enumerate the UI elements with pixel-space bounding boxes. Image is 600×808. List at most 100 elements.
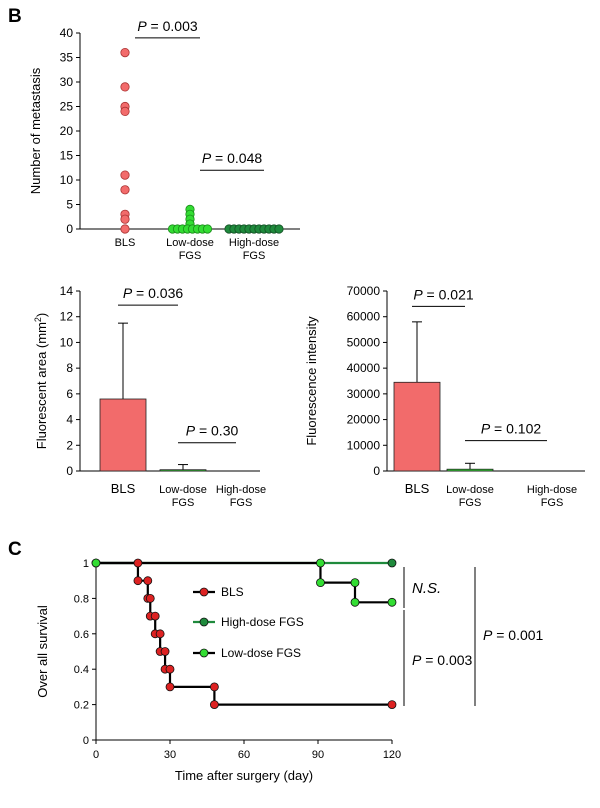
event-marker xyxy=(316,578,325,588)
x-tick-label: High-dose xyxy=(229,237,279,249)
p-value-label: P = 0.102 xyxy=(481,421,542,437)
event-marker xyxy=(165,682,175,692)
x-tick-label: 90 xyxy=(312,749,324,761)
p001-label: P = 0.001 xyxy=(483,627,544,643)
y-axis-label-text: Fluorescent area (mm xyxy=(34,322,49,449)
y-tick-label: 70000 xyxy=(347,284,381,298)
y-tick-label: 4 xyxy=(66,413,73,427)
bar xyxy=(446,468,494,472)
y-tick-label: 35 xyxy=(60,51,74,65)
fluorescence-intensity-bar-chart: 0 10000 20000 30000 40000 50000 60000 70000 BLS L… xyxy=(304,284,585,509)
p-value-label: P = 0.30 xyxy=(186,423,239,439)
panel-label-b: B xyxy=(8,6,22,27)
y-tick-label: 8 xyxy=(66,361,73,375)
event-marker xyxy=(133,576,143,586)
data-point xyxy=(120,224,130,234)
data-point xyxy=(120,214,130,224)
data-point xyxy=(120,185,130,195)
x-tick-label: FGS xyxy=(243,250,266,262)
data-point xyxy=(120,170,130,180)
bar xyxy=(393,381,441,472)
x-tick-label: 0 xyxy=(93,749,99,761)
data-point xyxy=(202,224,213,234)
p-value-label: P = 0.048 xyxy=(202,150,263,166)
y-tick-label: 1 xyxy=(83,558,89,570)
series-line-low-dose xyxy=(96,561,392,604)
y-axis-label-superscript: 2 xyxy=(33,317,43,322)
x-tick-label: FGS xyxy=(541,497,564,509)
p-value-label: P = 0.036 xyxy=(123,285,184,301)
x-tick-label: BLS xyxy=(111,481,136,496)
y-tick-label: 14 xyxy=(60,284,74,298)
y-tick-label: 10000 xyxy=(347,438,381,452)
event-marker xyxy=(143,576,153,586)
event-marker xyxy=(387,597,397,607)
data-point xyxy=(274,224,284,234)
event-marker xyxy=(145,594,155,603)
x-tick-label: FGS xyxy=(459,497,482,509)
x-tick-label: FGS xyxy=(179,250,202,262)
y-tick-label: 0.8 xyxy=(74,593,89,605)
y-tick-label: 0 xyxy=(83,735,89,747)
x-tick-label: FGS xyxy=(172,497,195,509)
y-tick-label: 0.6 xyxy=(74,629,89,641)
event-marker xyxy=(150,611,160,621)
y-tick-label: 0 xyxy=(373,464,380,478)
y-tick-label: 20000 xyxy=(347,413,381,427)
survival-line-chart: 0 0.2 0.4 0.6 0.8 1 0 30 60 90 120 Time after surge… xyxy=(35,558,544,783)
p003-label: P = 0.003 xyxy=(412,652,473,668)
y-axis-label: Fluorescent area (mm2) xyxy=(33,313,49,450)
y-axis-label: Over all survival xyxy=(35,605,50,698)
x-tick-label: FGS xyxy=(230,497,253,509)
legend-marker xyxy=(199,617,209,627)
event-marker xyxy=(165,664,175,674)
y-tick-label: 0.4 xyxy=(74,664,89,676)
x-tick-label: High-dose xyxy=(216,484,266,496)
bar xyxy=(99,398,147,472)
y-tick-label: 15 xyxy=(60,149,74,163)
y-tick-label: 0 xyxy=(66,222,73,236)
event-marker xyxy=(155,629,165,639)
ns-label: N.S. xyxy=(412,580,441,597)
event-marker xyxy=(133,558,143,568)
y-tick-label: 60000 xyxy=(347,310,381,324)
legend-marker xyxy=(199,587,209,597)
x-tick-label: 120 xyxy=(383,749,401,761)
y-tick-label: 10 xyxy=(60,173,74,187)
metastasis-scatter-chart: 0 5 10 15 20 25 30 35 40 Number of metastasis BLS L… xyxy=(28,18,300,262)
y-axis-label-suffix: ) xyxy=(34,313,49,317)
y-tick-label: 30 xyxy=(60,75,74,89)
legend-label: High-dose FGS xyxy=(221,615,304,629)
x-axis-label: Time after surgery (day) xyxy=(175,768,313,783)
x-tick-label: 30 xyxy=(164,749,176,761)
event-marker xyxy=(209,700,219,709)
p-value-label: P = 0.003 xyxy=(137,18,198,34)
y-tick-label: 25 xyxy=(60,100,74,114)
x-tick-label: Low-dose xyxy=(159,484,207,496)
event-marker xyxy=(160,647,170,656)
x-tick-label: BLS xyxy=(115,237,136,249)
y-tick-label: 40 xyxy=(60,26,74,40)
event-marker xyxy=(387,558,397,568)
x-tick-label: Low-dose xyxy=(166,237,214,249)
y-axis-label: Fluorescence intensity xyxy=(304,316,319,446)
event-marker xyxy=(350,597,360,607)
data-point xyxy=(120,47,130,58)
y-tick-label: 0.2 xyxy=(74,700,89,712)
event-marker xyxy=(350,578,360,588)
p-value-label: P = 0.021 xyxy=(413,286,474,302)
legend-label: Low-dose FGS xyxy=(221,646,301,660)
bar xyxy=(159,469,207,472)
data-point xyxy=(120,106,130,117)
y-tick-label: 30000 xyxy=(347,387,381,401)
event-marker xyxy=(91,558,101,568)
x-tick-label: 60 xyxy=(238,749,250,761)
event-marker xyxy=(209,682,219,692)
y-tick-label: 5 xyxy=(66,198,73,212)
y-tick-label: 0 xyxy=(66,464,73,478)
panel-label-c: C xyxy=(8,539,22,560)
legend-marker xyxy=(199,648,209,658)
y-tick-label: 10 xyxy=(60,335,74,349)
event-marker xyxy=(316,558,325,568)
x-tick-label: BLS xyxy=(405,481,430,496)
